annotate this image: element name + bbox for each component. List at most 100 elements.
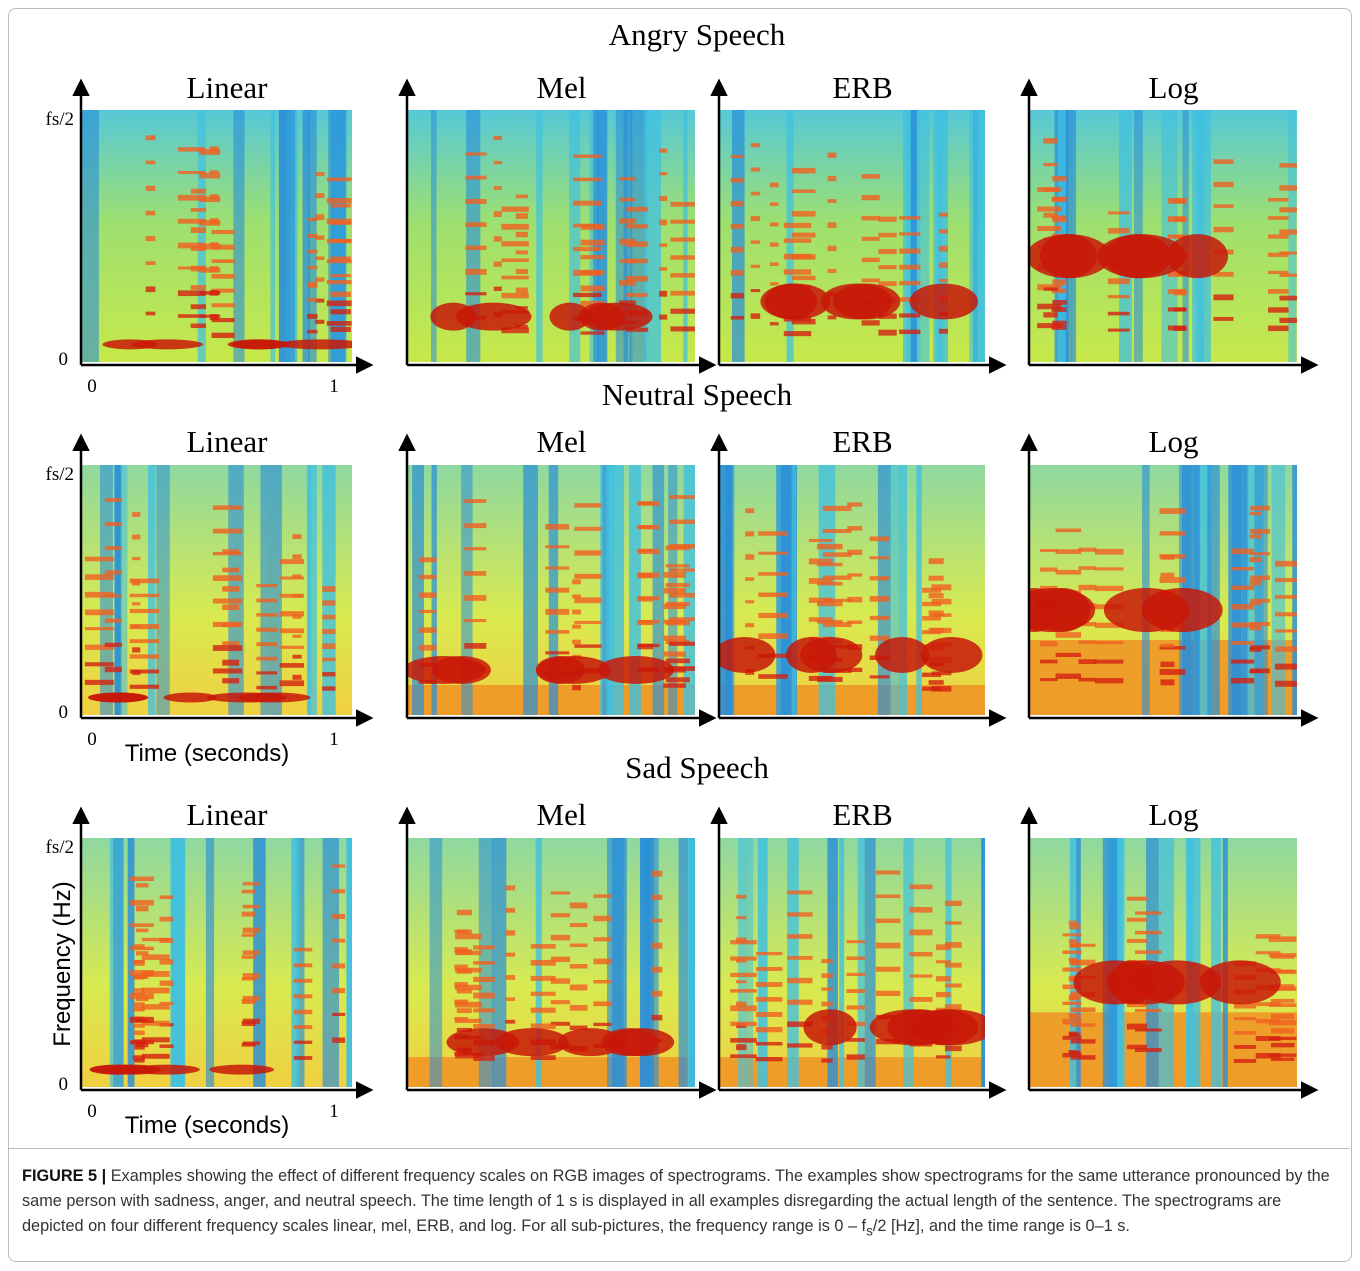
spectrogram-harmonic bbox=[769, 182, 779, 188]
spectrogram-harmonic bbox=[322, 586, 336, 592]
spectrogram-stripe bbox=[466, 110, 481, 362]
x-tick-label: 0 bbox=[87, 1101, 97, 1122]
spectrogram-harmonic bbox=[1270, 954, 1295, 959]
spectrogram-harmonic bbox=[935, 944, 951, 951]
spectrogram-harmonic bbox=[292, 614, 302, 619]
spectrogram-harmonic bbox=[455, 950, 482, 956]
spectrogram-harmonic bbox=[869, 576, 890, 581]
spectrogram-harmonic bbox=[330, 256, 351, 262]
spectrogram-harmonic bbox=[593, 958, 612, 965]
spectrogram-harmonic bbox=[1250, 505, 1270, 511]
spectrogram-harmonic bbox=[730, 177, 744, 183]
spectrogram-harmonic bbox=[822, 575, 852, 580]
spectrogram bbox=[720, 465, 985, 715]
spectrogram-band bbox=[760, 283, 831, 320]
spectrogram-stripe bbox=[270, 110, 276, 362]
spectrogram-harmonic bbox=[935, 1055, 951, 1059]
spectrogram-harmonic bbox=[1126, 1044, 1148, 1050]
spectrogram-harmonic bbox=[928, 593, 944, 599]
spectrogram-harmonic bbox=[145, 236, 156, 242]
spectrogram-harmonic bbox=[938, 212, 948, 217]
spectrogram-harmonic bbox=[1268, 936, 1297, 942]
spectrogram-stripe bbox=[791, 465, 797, 715]
spectrogram-harmonic bbox=[626, 258, 649, 264]
spectrogram-harmonic bbox=[550, 978, 571, 984]
spectrogram-harmonic bbox=[159, 895, 174, 900]
spectrogram-band bbox=[535, 656, 585, 684]
spectrogram-harmonic bbox=[861, 174, 880, 179]
spectrogram-harmonic bbox=[1055, 632, 1082, 638]
spectrogram-harmonic bbox=[190, 304, 207, 310]
spectrogram-harmonic bbox=[456, 1027, 472, 1032]
spectrogram-harmonic bbox=[84, 574, 114, 580]
spectrogram-stripe bbox=[757, 838, 768, 1087]
spectrogram-harmonic bbox=[1213, 204, 1234, 208]
spectrogram-harmonic bbox=[256, 613, 278, 617]
spectrogram-band bbox=[206, 692, 288, 703]
spectrogram-harmonic bbox=[132, 647, 141, 653]
spectrogram-harmonic bbox=[745, 554, 755, 560]
spectrogram-harmonic bbox=[1052, 176, 1067, 182]
spectrogram-harmonic bbox=[1279, 273, 1297, 277]
spectrogram-harmonic bbox=[493, 135, 502, 141]
spectrogram-harmonic bbox=[637, 525, 660, 530]
spectrogram-harmonic bbox=[922, 601, 942, 607]
spectrogram-harmonic bbox=[104, 546, 122, 551]
spectrogram-harmonic bbox=[569, 984, 588, 991]
spectrogram-harmonic bbox=[104, 642, 122, 647]
spectrogram-stripe bbox=[302, 110, 310, 362]
spectrogram-stripe bbox=[114, 465, 122, 715]
spectrogram-harmonic bbox=[670, 201, 695, 207]
spectrogram-harmonic bbox=[574, 550, 602, 556]
spectrogram-harmonic bbox=[1213, 271, 1234, 277]
spectrogram-harmonic bbox=[822, 598, 852, 602]
spectrogram-harmonic bbox=[222, 567, 240, 573]
spectrogram-harmonic bbox=[817, 600, 843, 607]
spectrogram-harmonic bbox=[293, 1040, 313, 1044]
spectrogram-harmonic bbox=[1043, 138, 1058, 144]
spectrogram-harmonic bbox=[332, 1037, 346, 1043]
x-tick-label: 1 bbox=[329, 1101, 339, 1122]
spectrogram-harmonic bbox=[464, 619, 487, 623]
spectrogram-harmonic bbox=[659, 314, 668, 320]
y-tick-label: fs/2 bbox=[46, 837, 75, 858]
spectrogram-harmonic bbox=[938, 279, 948, 283]
spectrogram-harmonic bbox=[332, 913, 346, 920]
spectrogram-harmonic bbox=[473, 1024, 495, 1029]
spectrogram-harmonic bbox=[663, 683, 686, 688]
spectrogram-stripe bbox=[839, 838, 845, 1087]
spectrogram-harmonic bbox=[454, 929, 468, 934]
spectrogram-harmonic bbox=[1268, 1003, 1297, 1007]
spectrogram-harmonic bbox=[922, 587, 942, 593]
spectrogram-harmonic bbox=[1167, 325, 1186, 331]
spectrogram-harmonic bbox=[501, 275, 529, 280]
spectrogram-harmonic bbox=[1052, 320, 1067, 326]
spectrogram-harmonic bbox=[1078, 677, 1097, 682]
spectrogram-stripe bbox=[116, 465, 128, 715]
spectrogram bbox=[1030, 110, 1297, 362]
spectrogram-harmonic bbox=[931, 613, 952, 617]
spectrogram-harmonic bbox=[1070, 1023, 1096, 1027]
spectrogram-harmonic bbox=[326, 259, 352, 264]
spectrogram-harmonic bbox=[922, 616, 942, 621]
spectrogram-harmonic bbox=[931, 627, 952, 634]
spectrogram-harmonic bbox=[473, 976, 495, 982]
spectrogram-harmonic bbox=[1062, 1018, 1082, 1025]
spectrogram-harmonic bbox=[132, 511, 141, 517]
spectrogram-harmonic bbox=[791, 318, 816, 325]
spectrogram-harmonic bbox=[322, 686, 336, 691]
spectrogram-harmonic bbox=[292, 594, 302, 598]
spectrogram-harmonic bbox=[1230, 604, 1255, 610]
spectrogram-harmonic bbox=[1230, 548, 1255, 555]
spectrogram-harmonic bbox=[1250, 575, 1270, 581]
spectrogram-harmonic bbox=[1275, 680, 1297, 687]
spectrogram-harmonic bbox=[574, 620, 602, 625]
spectrogram-harmonic bbox=[1275, 577, 1297, 583]
spectrogram-harmonic bbox=[279, 680, 305, 687]
spectrogram-harmonic bbox=[821, 1044, 833, 1050]
spectrogram-harmonic bbox=[1270, 969, 1295, 973]
spectrogram-harmonic bbox=[944, 921, 962, 925]
spectrogram-harmonic bbox=[1039, 641, 1058, 647]
spectrogram-harmonic bbox=[1078, 547, 1097, 552]
spectrogram-harmonic bbox=[292, 534, 302, 540]
